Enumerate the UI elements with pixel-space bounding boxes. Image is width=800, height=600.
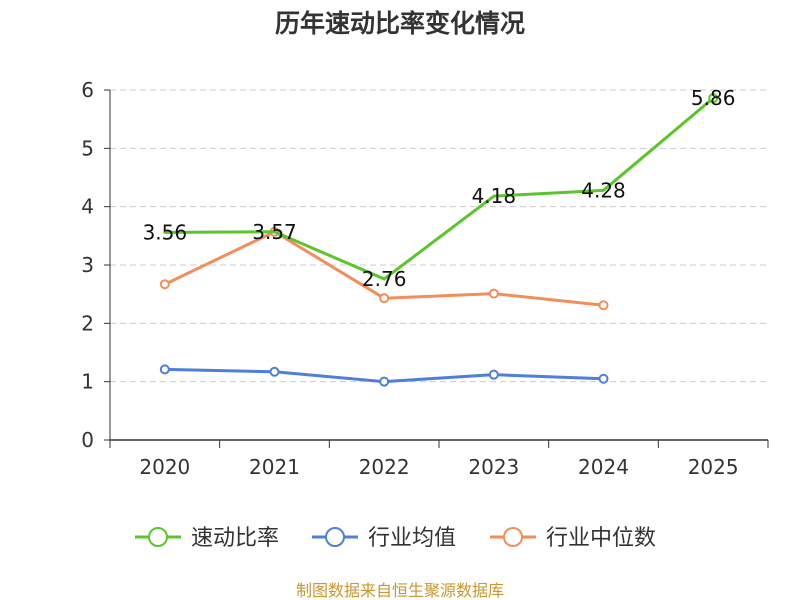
y-tick-label: 4 (81, 195, 94, 219)
data-label: 3.56 (143, 220, 188, 244)
series-1 (159, 364, 609, 387)
y-tick-label: 6 (81, 78, 94, 102)
legend-marker (148, 527, 168, 547)
y-tick-label: 2 (81, 311, 94, 335)
legend-marker (503, 527, 523, 547)
data-point (379, 376, 390, 387)
x-tick-label: 2024 (578, 455, 629, 479)
legend-item-2: 行业中位数 (490, 526, 656, 551)
legend-item-0: 速动比率 (135, 526, 279, 551)
legend-label: 速动比率 (191, 526, 279, 551)
y-tick-label: 5 (81, 136, 94, 160)
data-label: 3.57 (252, 220, 297, 244)
series-0 (163, 93, 719, 281)
x-tick-label: 2022 (359, 455, 410, 479)
data-point (598, 300, 609, 311)
data-label: 4.28 (581, 178, 626, 202)
series-2 (159, 226, 609, 311)
chart-title: 历年速动比率变化情况 (275, 9, 525, 38)
y-tick-label: 1 (81, 370, 94, 394)
data-labels: 3.56 3.57 2.76 4.18 4.28 5.86 (143, 86, 736, 291)
series-line (163, 96, 715, 281)
data-point (708, 93, 719, 104)
source-note: 制图数据来自恒生聚源数据库 (296, 581, 504, 600)
data-point (598, 373, 609, 384)
data-point (379, 293, 390, 304)
series-layer (159, 93, 719, 387)
data-point (488, 369, 499, 380)
axes: 0 1 2 3 4 5 6 2020 2021 2022 2023 2024 2025 (81, 78, 769, 479)
data-label: 2.76 (362, 267, 407, 291)
legend-marker (325, 527, 345, 547)
data-point (488, 288, 499, 299)
x-tick-label: 2023 (468, 455, 519, 479)
legend: 速动比率 行业均值 行业中位数 (135, 526, 656, 551)
data-point (159, 279, 170, 290)
data-label: 5.86 (691, 86, 736, 110)
data-point (159, 364, 170, 375)
legend-label: 行业中位数 (546, 526, 656, 551)
x-tick-label: 2020 (139, 455, 190, 479)
x-tick-label: 2021 (249, 455, 300, 479)
x-tick-label: 2025 (688, 455, 739, 479)
data-point (269, 366, 280, 377)
data-label: 4.18 (472, 184, 517, 208)
legend-label: 行业均值 (368, 526, 456, 551)
y-tick-label: 0 (81, 428, 94, 452)
legend-item-1: 行业均值 (312, 526, 456, 551)
y-tick-label: 3 (81, 253, 94, 277)
